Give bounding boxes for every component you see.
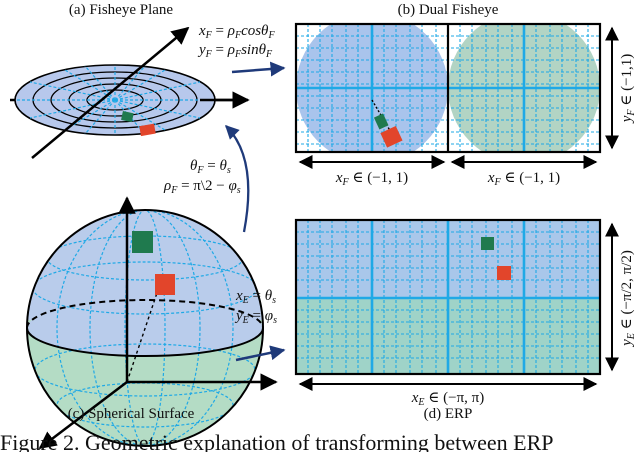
fisheye-plane-panel: (a) Fisheye Plane xyxy=(10,2,275,159)
erp-x-label: xE ∈ (−π, π) xyxy=(411,390,484,408)
dual-fisheye-panel: (b) Dual Fisheye xyxy=(294,2,637,188)
fisheye-plane-radial-lines xyxy=(15,65,215,135)
erp-y-label: yE ∈ (−π/2, π/2) xyxy=(619,250,637,348)
erp-panel: xE ∈ (−π, π) yE ∈ (−π/2, π/2) (d) ERP xyxy=(294,218,637,422)
fisheye-plane-green-patch xyxy=(121,111,134,123)
panel-title-dual-fisheye: (b) Dual Fisheye xyxy=(398,2,499,18)
dual-left-x-label: xF ∈ (−1, 1) xyxy=(335,170,408,188)
sphere-red-patch xyxy=(155,274,175,295)
sphere-equator-front xyxy=(26,327,264,357)
erp-red-patch xyxy=(497,266,511,280)
dual-y-label: yF ∈ (−1,1) xyxy=(619,54,637,125)
sphere-green-patch xyxy=(132,231,153,253)
fisheye-plane-red-patch xyxy=(139,123,156,137)
eq-sphere-to-fisheye-theta: θF = θs xyxy=(190,158,231,176)
dual-right-x-label: xF ∈ (−1, 1) xyxy=(487,170,560,188)
arrow-sphere-to-fisheye xyxy=(225,125,250,233)
panel-title-erp: (d) ERP xyxy=(424,406,473,422)
spherical-surface-panel: (c) Spherical Surface xyxy=(26,196,278,450)
arrow-fisheye-to-dual xyxy=(231,61,286,77)
panel-title-fisheye-plane: (a) Fisheye Plane xyxy=(69,2,173,18)
sphere-radius-line xyxy=(126,283,161,383)
fisheye-plane-diagonal-axis xyxy=(31,26,190,159)
eq-sphere-to-erp-y: yE = φs xyxy=(234,308,277,326)
eq-sphere-to-erp-x: xE = θs xyxy=(235,288,276,306)
sphere-depth-axis xyxy=(38,381,128,450)
dual-fisheye-green-patch xyxy=(373,113,389,130)
eq-fisheye-x: xF = ρFcosθF xyxy=(198,23,275,41)
eq-fisheye-y: yF = ρFsinθF xyxy=(197,42,273,60)
dual-fisheye-radius xyxy=(371,99,393,135)
erp-frame xyxy=(294,218,602,376)
eq-sphere-to-fisheye-rho: ρF = π\2 − φs xyxy=(163,178,241,196)
dual-fisheye-red-patch xyxy=(380,125,403,148)
sphere-equator-back xyxy=(26,299,264,329)
figure-caption: Figure 2. Geometric explanation of trans… xyxy=(0,432,554,452)
erp-green-patch xyxy=(481,237,494,250)
panel-title-spherical-surface: (c) Spherical Surface xyxy=(68,406,195,422)
erp-major-grid xyxy=(296,220,600,374)
arrow-sphere-to-erp xyxy=(235,345,286,362)
